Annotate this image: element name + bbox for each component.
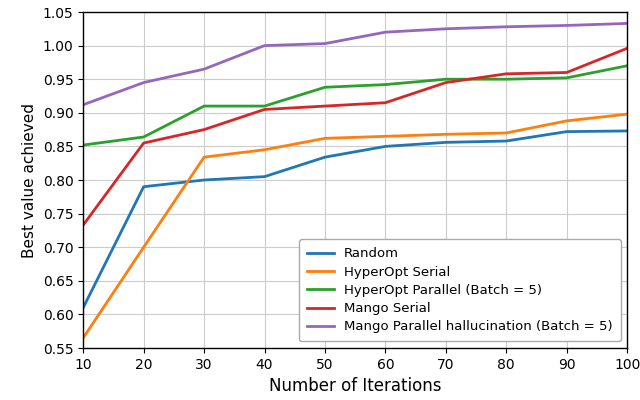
Mango Serial [140,141,147,146]
Mango Parallel hallucination (Batch = 5) [79,102,87,107]
Line: Random: Random [83,131,627,308]
HyperOpt Parallel (Batch = 5) [623,63,631,68]
HyperOpt Parallel (Batch = 5) [381,82,389,87]
HyperOpt Parallel (Batch = 5) [200,104,208,108]
Random [79,305,87,310]
HyperOpt Parallel (Batch = 5) [563,76,571,80]
Mango Serial [200,127,208,132]
HyperOpt Serial [200,155,208,160]
HyperOpt Serial [442,132,450,137]
Mango Serial [563,70,571,75]
Line: Mango Parallel hallucination (Batch = 5): Mango Parallel hallucination (Batch = 5) [83,24,627,105]
Random [140,184,147,189]
Mango Parallel hallucination (Batch = 5) [502,24,510,29]
HyperOpt Parallel (Batch = 5) [502,77,510,82]
Y-axis label: Best value achieved: Best value achieved [22,102,37,258]
Mango Serial [381,100,389,105]
Mango Serial [321,104,329,108]
HyperOpt Parallel (Batch = 5) [321,85,329,90]
Random [563,129,571,134]
HyperOpt Serial [260,147,268,152]
Mango Parallel hallucination (Batch = 5) [563,23,571,28]
Line: HyperOpt Serial: HyperOpt Serial [83,114,627,338]
X-axis label: Number of Iterations: Number of Iterations [269,377,442,395]
Random [321,155,329,160]
Mango Serial [79,223,87,228]
HyperOpt Serial [140,245,147,250]
Mango Parallel hallucination (Batch = 5) [260,43,268,48]
Mango Parallel hallucination (Batch = 5) [381,30,389,34]
Mango Serial [623,46,631,51]
Line: Mango Serial: Mango Serial [83,48,627,225]
Mango Serial [442,80,450,85]
Random [381,144,389,149]
Random [502,139,510,144]
Legend: Random, HyperOpt Serial, HyperOpt Parallel (Batch = 5), Mango Serial, Mango Para: Random, HyperOpt Serial, HyperOpt Parall… [300,240,621,342]
HyperOpt Parallel (Batch = 5) [140,134,147,139]
HyperOpt Parallel (Batch = 5) [79,143,87,148]
HyperOpt Parallel (Batch = 5) [442,77,450,82]
Mango Parallel hallucination (Batch = 5) [321,41,329,46]
Mango Serial [260,107,268,112]
HyperOpt Serial [563,118,571,123]
HyperOpt Serial [321,136,329,141]
Mango Parallel hallucination (Batch = 5) [442,26,450,31]
HyperOpt Serial [623,112,631,116]
HyperOpt Serial [502,130,510,135]
Mango Serial [502,72,510,76]
Random [623,128,631,133]
Mango Parallel hallucination (Batch = 5) [623,21,631,26]
Random [260,174,268,179]
HyperOpt Serial [79,336,87,340]
Mango Parallel hallucination (Batch = 5) [140,80,147,85]
Random [442,140,450,145]
HyperOpt Serial [381,134,389,139]
Line: HyperOpt Parallel (Batch = 5): HyperOpt Parallel (Batch = 5) [83,66,627,145]
Random [200,178,208,182]
Mango Parallel hallucination (Batch = 5) [200,67,208,72]
HyperOpt Parallel (Batch = 5) [260,104,268,108]
